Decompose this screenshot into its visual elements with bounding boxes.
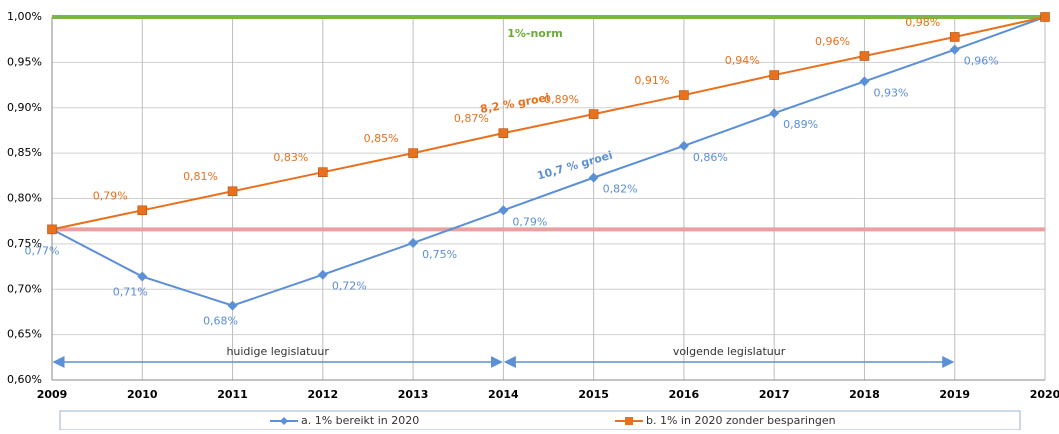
value-label: 0,98% bbox=[905, 16, 940, 29]
legend-label: b. 1% in 2020 zonder besparingen bbox=[646, 414, 836, 427]
marker bbox=[769, 70, 779, 80]
marker bbox=[859, 76, 870, 87]
marker bbox=[588, 109, 599, 119]
value-label: 0,71% bbox=[113, 286, 148, 299]
y-tick-label: 0,60% bbox=[7, 373, 42, 386]
value-label: 0,89% bbox=[544, 93, 579, 106]
marker bbox=[498, 128, 509, 138]
x-tick-label: 2016 bbox=[669, 388, 700, 401]
value-label: 0,94% bbox=[725, 54, 760, 67]
annotation: 10,7 % groei bbox=[536, 149, 614, 183]
marker bbox=[317, 269, 328, 280]
y-tick-label: 0,80% bbox=[7, 192, 42, 205]
marker bbox=[408, 237, 419, 248]
y-tick-label: 0,85% bbox=[7, 146, 42, 159]
value-label: 0,68% bbox=[203, 315, 238, 328]
marker bbox=[137, 271, 148, 282]
x-tick-label: 2014 bbox=[488, 388, 519, 401]
x-tick-label: 2017 bbox=[759, 388, 790, 401]
marker bbox=[318, 167, 328, 177]
value-label: 0,96% bbox=[815, 35, 850, 48]
x-tick-label: 2015 bbox=[578, 388, 609, 401]
y-tick-label: 0,75% bbox=[7, 237, 42, 250]
value-label: 0,93% bbox=[873, 86, 908, 99]
value-label: 0,91% bbox=[634, 74, 669, 87]
x-tick-label: 2010 bbox=[127, 388, 158, 401]
x-tick-label: 2018 bbox=[849, 388, 880, 401]
value-label: 0,77% bbox=[25, 244, 60, 257]
legend-label: a. 1% bereikt in 2020 bbox=[301, 414, 419, 427]
value-label: 0,75% bbox=[422, 248, 457, 261]
marker bbox=[137, 205, 148, 216]
y-tick-label: 1,00% bbox=[7, 10, 42, 23]
y-tick-label: 0,95% bbox=[7, 55, 42, 68]
marker bbox=[408, 148, 418, 158]
value-label: 0,86% bbox=[693, 151, 728, 164]
marker bbox=[227, 186, 238, 197]
x-tick-label: 2019 bbox=[939, 388, 970, 401]
x-tick-label: 2009 bbox=[37, 388, 68, 401]
value-label: 0,85% bbox=[364, 132, 399, 145]
marker bbox=[949, 32, 960, 42]
legend-marker bbox=[625, 417, 633, 425]
marker bbox=[498, 205, 509, 216]
period-label: huidige legislatuur bbox=[226, 345, 329, 358]
value-label: 0,79% bbox=[93, 189, 128, 202]
x-tick-label: 2020 bbox=[1030, 388, 1059, 401]
value-label: 0,87% bbox=[454, 112, 489, 125]
value-label: 0,72% bbox=[332, 280, 367, 293]
marker bbox=[1040, 12, 1050, 22]
x-tick-label: 2012 bbox=[308, 388, 339, 401]
value-label: 0,79% bbox=[512, 215, 547, 228]
marker bbox=[949, 44, 960, 55]
annotation: 8,2 % groei bbox=[479, 91, 550, 116]
value-label: 0,83% bbox=[273, 151, 308, 164]
y-tick-label: 0,90% bbox=[7, 101, 42, 114]
series-line bbox=[51, 16, 1046, 307]
marker bbox=[678, 140, 689, 151]
y-tick-label: 0,65% bbox=[7, 328, 42, 341]
value-label: 0,89% bbox=[783, 118, 818, 131]
series-line bbox=[51, 16, 1046, 231]
value-label: 0,81% bbox=[183, 170, 218, 183]
x-tick-label: 2011 bbox=[217, 388, 248, 401]
annotation: 1%-norm bbox=[507, 27, 563, 40]
legend-marker bbox=[280, 417, 288, 425]
marker bbox=[769, 108, 780, 119]
legend-box bbox=[59, 410, 1021, 431]
value-label: 0,96% bbox=[964, 55, 999, 68]
period-label: volgende legislatuur bbox=[673, 345, 786, 358]
marker bbox=[679, 90, 689, 100]
marker bbox=[859, 51, 870, 61]
y-tick-label: 0,70% bbox=[7, 282, 42, 295]
marker bbox=[588, 172, 599, 183]
x-tick-label: 2013 bbox=[398, 388, 429, 401]
value-label: 0,82% bbox=[603, 183, 638, 196]
marker bbox=[227, 300, 238, 311]
marker bbox=[47, 224, 57, 235]
